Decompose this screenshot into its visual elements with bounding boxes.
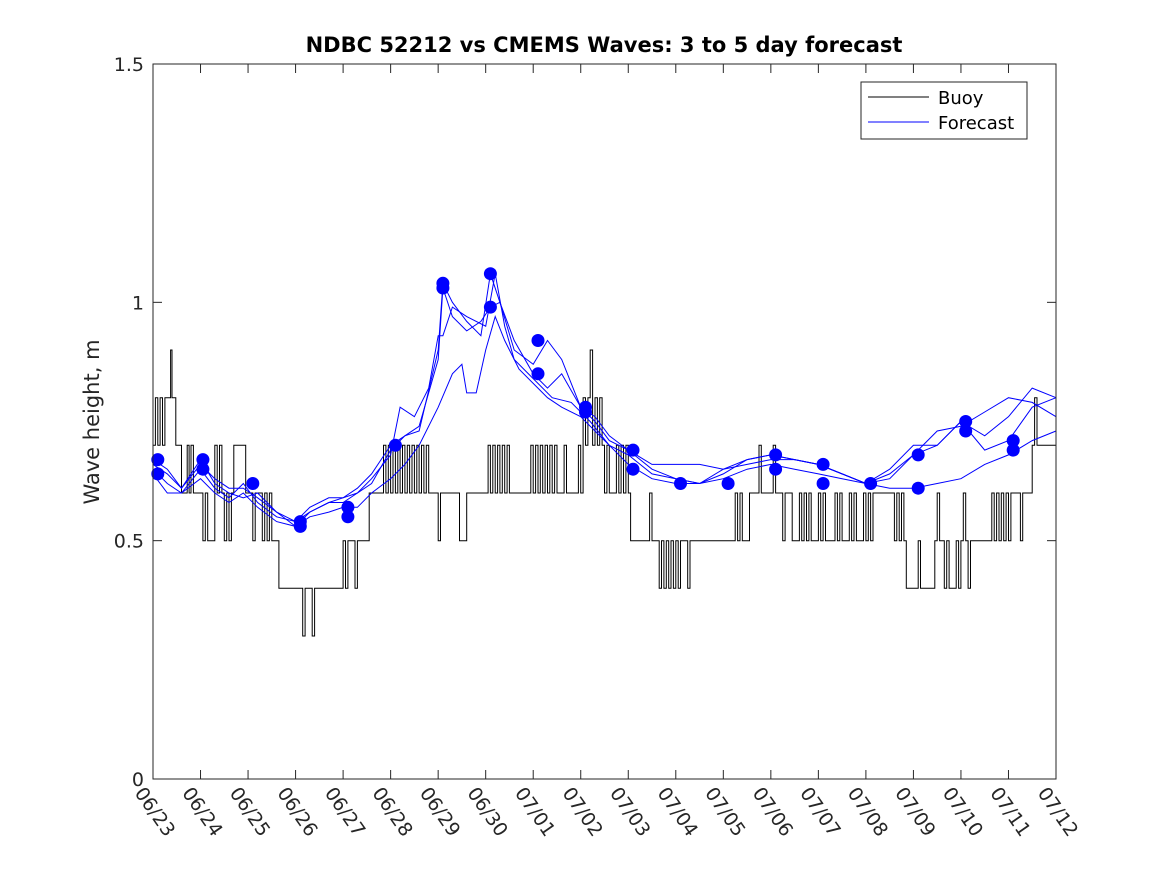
forecast-marker-20	[674, 477, 687, 490]
forecast-marker-0	[151, 453, 165, 467]
plot-background	[153, 64, 1056, 779]
forecast-marker-14	[531, 334, 545, 347]
x-tick-label: 06/27	[320, 783, 369, 840]
forecast-marker-18	[626, 443, 640, 457]
y-tick-label: 0	[132, 769, 144, 791]
x-tick-label: 06/28	[368, 783, 417, 840]
forecast-marker-27	[911, 448, 925, 462]
forecast-marker-22	[769, 448, 783, 462]
x-tick-label: 06/30	[463, 783, 512, 840]
x-tick-label: 07/04	[653, 783, 702, 840]
x-tick-label: 06/29	[415, 783, 464, 840]
x-tick-label: 07/06	[748, 783, 797, 840]
forecast-marker-21	[721, 477, 735, 490]
forecast-marker-24	[816, 457, 830, 471]
forecast-marker-12	[483, 267, 497, 281]
x-tick-label: 07/02	[558, 783, 607, 840]
forecast-marker-3	[196, 462, 210, 476]
y-axis: 0 0.5 1 1.5	[114, 54, 1056, 791]
y-axis-label: Wave height, m	[80, 339, 104, 504]
forecast-marker-23	[769, 462, 783, 476]
forecast-marker-7	[341, 500, 355, 514]
y-tick-label: 1.5	[114, 54, 144, 76]
x-tick-label: 07/01	[510, 783, 559, 840]
marker-layer	[151, 267, 1020, 533]
forecast-marker-4	[246, 477, 260, 490]
forecast-marker-9	[388, 438, 402, 452]
legend-label-buoy: Buoy	[938, 88, 984, 109]
x-tick-label: 06/23	[130, 783, 179, 840]
forecast-marker-15	[531, 367, 545, 381]
forecast-marker-1	[151, 467, 165, 481]
x-tick-label: 07/05	[700, 783, 749, 840]
forecast-marker-6	[293, 519, 307, 533]
series-line-0	[153, 349, 1056, 637]
forecast-marker-31	[1006, 434, 1020, 448]
x-tick-label: 07/03	[605, 783, 654, 840]
forecast-marker-19	[626, 462, 640, 476]
x-tick-label: 07/08	[843, 783, 892, 840]
forecast-marker-11	[436, 281, 450, 295]
legend: Buoy Forecast	[860, 81, 1028, 140]
series-line-1	[152, 315, 1057, 527]
series-layer	[152, 273, 1057, 637]
forecast-marker-29	[959, 415, 973, 428]
forecast-marker-17	[579, 405, 592, 419]
x-tick-label: 06/25	[225, 783, 274, 840]
x-tick-label: 06/24	[177, 783, 226, 840]
forecast-marker-8	[341, 510, 355, 524]
forecast-marker-26	[864, 477, 878, 490]
y-tick-label: 0.5	[114, 531, 144, 553]
x-tick-label: 07/12	[1033, 783, 1082, 840]
forecast-marker-30	[959, 424, 973, 438]
chart-title: NDBC 52212 vs CMEMS Waves: 3 to 5 day fo…	[306, 33, 903, 57]
x-tick-label: 07/09	[890, 783, 939, 840]
x-tick-label: 07/11	[985, 783, 1034, 840]
plot-area: 06/2306/2406/2506/2606/2706/2806/2906/30…	[114, 54, 1083, 841]
x-tick-label: 07/07	[795, 783, 844, 840]
x-tick-label: 07/10	[938, 783, 987, 840]
legend-box	[860, 81, 1028, 140]
forecast-marker-25	[816, 477, 830, 490]
plot-frame	[152, 63, 1057, 780]
forecast-marker-13	[483, 300, 497, 314]
forecast-marker-28	[911, 481, 925, 495]
forecast-marker-32	[1006, 443, 1020, 457]
forecast-marker-2	[196, 453, 210, 467]
legend-label-forecast: Forecast	[938, 113, 1014, 134]
x-tick-label: 06/26	[272, 783, 321, 840]
series-line-4	[152, 287, 1057, 528]
y-tick-label: 1	[132, 292, 144, 314]
